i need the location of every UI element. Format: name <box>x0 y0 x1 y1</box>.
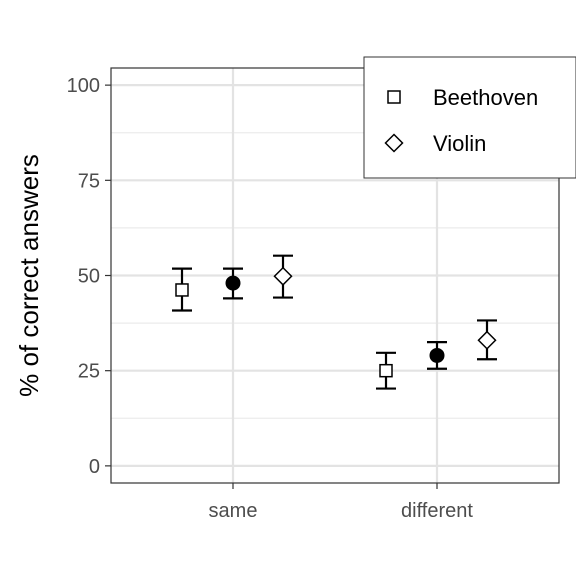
legend-label: Beethoven <box>433 85 538 110</box>
y-tick-label: 100 <box>67 75 100 97</box>
legend-box <box>364 57 576 178</box>
data-point <box>479 332 496 349</box>
y-axis-title: % of correct answers <box>14 154 44 397</box>
legend-key <box>388 91 400 103</box>
legend: Beethoven Violin <box>364 57 576 178</box>
legend-label: Violin <box>433 131 486 156</box>
y-tick-label: 50 <box>78 266 100 288</box>
y-tick-label: 75 <box>78 170 100 192</box>
y-tick-label: 0 <box>89 456 100 478</box>
x-tick-label: same <box>209 500 258 522</box>
y-tick-label: 25 <box>78 361 100 383</box>
x-tick-label: different <box>401 500 473 522</box>
data-point <box>380 365 392 377</box>
data-point <box>275 268 292 285</box>
data-point <box>226 276 240 290</box>
data-point <box>430 348 444 362</box>
data-point <box>176 284 188 296</box>
